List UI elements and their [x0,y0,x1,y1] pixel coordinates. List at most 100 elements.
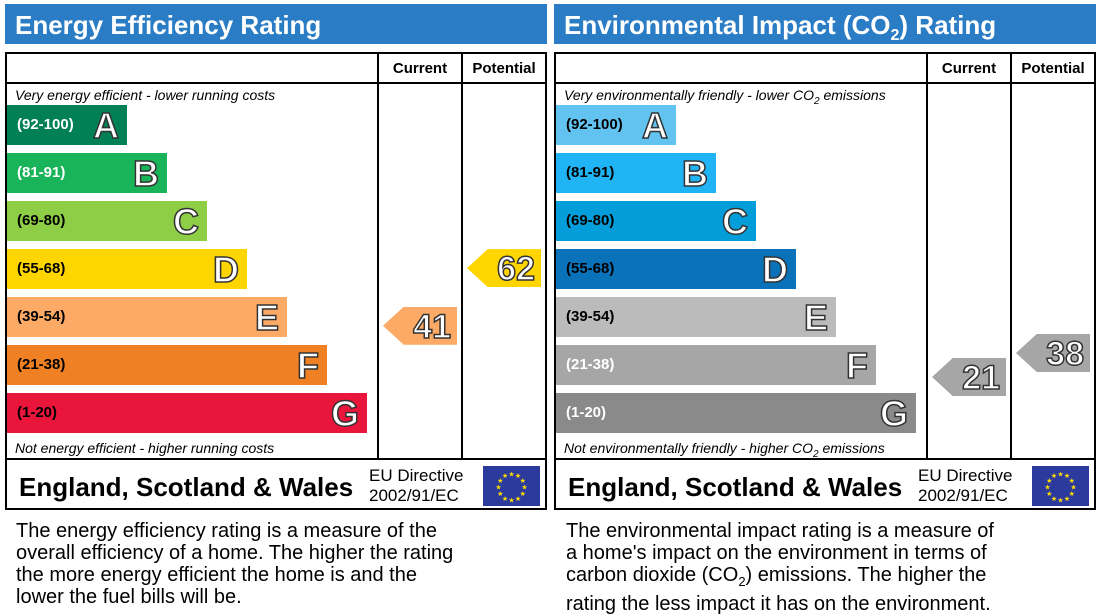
band-letter: G [879,392,909,435]
band-letter: A [641,104,669,147]
current-rating-value: 21 [961,358,1000,397]
column-divider [377,54,379,460]
description-line: The environmental impact rating is a mea… [566,520,994,542]
top-note-text: Very environmentally friendly - lower CO [564,87,815,103]
band-range-label: (21-38) [566,356,615,373]
band-range-label: (55-68) [17,260,66,277]
band-range-label: (1-20) [17,404,58,421]
current-rating-arrow: 21 [932,358,1006,396]
svg-text:★: ★ [515,495,521,503]
environmental-impact-chart: Environmental Impact (CO2) Rating Curren… [554,4,1096,510]
band-letter: D [761,248,789,291]
chart-title: Environmental Impact (CO2) Rating [554,4,1096,44]
description-line: overall efficiency of a home. The higher… [16,542,454,564]
band-range-label: (1-20) [566,404,607,421]
column-header-potential: Potential [472,60,536,77]
band-c: (69-80) C [7,200,207,243]
band-range-label: (81-91) [17,164,66,181]
svg-text:★: ★ [520,490,526,498]
band-e: (39-54) E [7,296,287,339]
svg-text:★: ★ [1044,484,1050,492]
svg-text:★: ★ [508,497,514,505]
description-subscript: 2 [738,574,746,589]
description-line: The energy efficiency rating is a measur… [16,520,437,542]
directive-line-2: 2002/91/EC [369,486,459,505]
svg-text:★: ★ [502,495,508,503]
rating-frame: Current Potential Very environmentally f… [554,52,1096,510]
eu-flag-icon: ★ ★ ★ ★ ★ ★ ★ ★ ★ ★ ★ ★ [1032,466,1089,506]
column-header-current: Current [941,60,997,77]
title-text: Environmental Impact (CO [564,10,891,40]
band-range-label: (55-68) [566,260,615,277]
band-c: (69-80) C [556,200,756,243]
band-letter: A [92,104,120,147]
band-range-label: (21-38) [17,356,66,373]
band-letter: B [681,152,709,195]
band-letter: D [212,248,240,291]
svg-text:★: ★ [1057,497,1063,505]
description-line: the more energy efficient the home is an… [16,564,417,586]
current-rating-value: 41 [412,307,451,346]
band-range-label: (69-80) [17,212,66,229]
svg-text:★: ★ [520,477,526,485]
potential-rating-arrow: 62 [467,249,541,288]
svg-text:★: ★ [515,472,521,480]
eu-directive: EU Directive 2002/91/EC [918,466,1012,506]
chart-title: Energy Efficiency Rating [5,4,547,44]
region-label: England, Scotland & Wales [568,472,903,502]
svg-text:★: ★ [495,484,501,492]
description-line: a home's impact on the environment in te… [566,542,987,564]
bottom-note-text: Not environmentally friendly - higher CO [564,440,813,456]
band-range-label: (39-54) [17,308,66,325]
potential-rating-value: 38 [1045,334,1084,373]
band-letter: C [172,200,200,243]
band-range-label: (92-100) [566,116,623,133]
band-g: (1-20) G [7,392,367,435]
band-letter: G [330,392,360,435]
bottom-note: Not environmentally friendly - higher CO… [564,440,885,460]
rating-frame: Current Potential Very energy efficient … [5,52,547,510]
band-letter: E [803,296,829,339]
band-range-label: (81-91) [566,164,615,181]
directive-line-2: 2002/91/EC [918,486,1008,505]
band-f: (21-38) F [7,344,327,387]
svg-text:★: ★ [521,484,527,492]
band-b: (81-91) B [7,152,167,195]
region-label: England, Scotland & Wales [19,472,354,502]
bottom-note-subscript: 2 [813,448,819,460]
top-note-text-end: emissions [819,87,886,103]
description-line: lower the fuel bills will be. [16,586,242,608]
band-d: (55-68) D [7,248,247,291]
eu-flag-icon: ★ ★ ★ ★ ★ ★ ★ ★ ★ ★ ★ ★ [483,466,540,506]
band-letter: F [845,344,869,387]
description-text-end: ) emissions. The higher the [745,564,987,586]
column-header-current: Current [392,60,448,77]
svg-text:★: ★ [1051,495,1057,503]
band-range-label: (39-54) [566,308,615,325]
directive-line-1: EU Directive [918,466,1013,485]
band-letter: F [296,344,320,387]
potential-rating-arrow: 38 [1016,334,1090,372]
svg-text:★: ★ [508,471,514,479]
top-note-subscript: 2 [814,95,820,107]
svg-text:★: ★ [1064,495,1070,503]
svg-text:★: ★ [502,472,508,480]
bottom-note: Not energy efficient - higher running co… [15,440,275,456]
description-line: carbon dioxide (CO2) emissions. The high… [566,564,1100,593]
band-d: (55-68) D [556,248,796,291]
band-letter: C [721,200,749,243]
eu-directive: EU Directive 2002/91/EC [369,466,463,506]
svg-text:★: ★ [1064,472,1070,480]
band-range-label: (92-100) [17,116,74,133]
footer-divider [7,458,545,460]
footer-divider [556,458,1094,460]
title-subscript: 2 [890,27,900,45]
svg-text:★: ★ [1046,477,1052,485]
column-divider [926,54,928,460]
svg-text:★: ★ [1069,477,1075,485]
band-g: (1-20) G [556,392,916,435]
top-note: Very environmentally friendly - lower CO… [564,87,886,107]
svg-text:★: ★ [497,490,503,498]
svg-text:★: ★ [1051,472,1057,480]
header-divider [7,82,545,84]
